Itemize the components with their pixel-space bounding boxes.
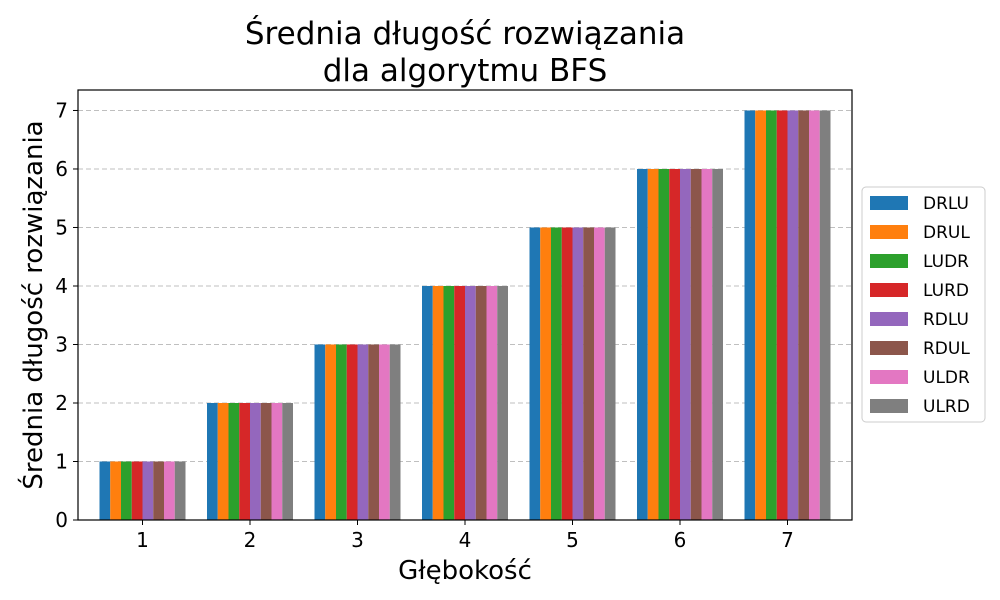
- bar-lurd-2: [239, 402, 250, 520]
- bar-ulrd-5: [604, 227, 616, 521]
- bar-rdlu-3: [357, 344, 369, 520]
- bar-drlu-2: [207, 402, 218, 520]
- bar-ulrd-7: [819, 110, 831, 520]
- bar-lurd-1: [131, 461, 143, 520]
- bar-lurd-7: [776, 110, 788, 520]
- bar-rdlu-2: [250, 402, 261, 520]
- x-tick-label: 1: [136, 528, 149, 552]
- bar-drlu-5: [529, 227, 541, 521]
- legend-label-rdlu: RDLU: [923, 310, 969, 330]
- bar-ludr-3: [336, 344, 347, 520]
- bar-uldr-6: [701, 168, 713, 520]
- x-tick-label: 6: [674, 528, 687, 552]
- bar-drlu-3: [314, 344, 326, 520]
- legend: DRLU DRUL LUDR LURD RDLU RDUL ULDR ULRD: [861, 186, 986, 423]
- bar-rdlu-7: [787, 110, 799, 520]
- bar-drul-2: [217, 402, 229, 520]
- bar-rdul-6: [690, 168, 702, 520]
- chart-title-line-2: dla algorytmu BFS: [323, 53, 608, 89]
- legend-frame: [861, 186, 986, 423]
- x-tick-label: 7: [781, 528, 794, 552]
- bar-drul-4: [432, 285, 444, 520]
- bar-rdul-3: [368, 344, 379, 520]
- bar-rdlu-6: [680, 168, 691, 520]
- bar-ulrd-2: [282, 402, 293, 520]
- y-tick-label: 2: [55, 391, 68, 415]
- y-tick-label: 4: [55, 274, 68, 298]
- bars: [99, 110, 831, 521]
- x-axis-label: Głębokość: [398, 556, 532, 586]
- legend-label-rdul: RDUL: [923, 339, 970, 359]
- y-tick-label: 7: [55, 98, 68, 122]
- bar-rdul-7: [798, 110, 809, 520]
- legend-swatch-uldr: [870, 370, 908, 384]
- bar-drlu-7: [744, 110, 756, 520]
- legend-label-drlu: DRLU: [923, 194, 969, 214]
- bar-lurd-6: [669, 168, 680, 520]
- legend-label-lurd: LURD: [923, 281, 969, 301]
- bar-lurd-4: [454, 285, 465, 520]
- chart-title-line-1: Średnia długość rozwiązania: [245, 15, 685, 52]
- legend-label-ulrd: ULRD: [923, 397, 970, 417]
- legend-label-ludr: LUDR: [923, 252, 969, 272]
- bar-ulrd-3: [389, 344, 401, 520]
- legend-swatch-rdlu: [870, 312, 908, 326]
- bar-ludr-7: [766, 110, 777, 520]
- bar-lurd-3: [346, 344, 358, 520]
- bar-drul-6: [647, 168, 659, 520]
- bar-ulrd-6: [712, 168, 723, 520]
- x-tick-label: 3: [351, 528, 364, 552]
- legend-swatch-lurd: [870, 283, 908, 297]
- legend-swatch-rdul: [870, 341, 908, 355]
- bar-drul-1: [110, 461, 121, 520]
- legend-label-drul: DRUL: [923, 223, 970, 243]
- bar-drlu-6: [637, 168, 648, 520]
- x-tick-label: 2: [244, 528, 257, 552]
- bar-drul-7: [755, 110, 766, 520]
- bar-rdul-4: [475, 285, 487, 520]
- bar-uldr-4: [486, 285, 498, 520]
- y-tick-label: 3: [55, 332, 68, 356]
- x-axis-ticks: 1 2 3 4 5 6 7: [136, 520, 794, 552]
- bar-ludr-2: [228, 402, 240, 520]
- bar-uldr-5: [594, 227, 605, 521]
- bar-drul-5: [540, 227, 551, 521]
- y-tick-label: 5: [55, 215, 68, 239]
- bar-ludr-1: [121, 461, 132, 520]
- bar-uldr-2: [271, 402, 283, 520]
- bar-uldr-3: [379, 344, 390, 520]
- legend-label-uldr: ULDR: [923, 368, 970, 388]
- x-tick-label: 5: [566, 528, 579, 552]
- bar-uldr-7: [809, 110, 820, 520]
- bar-rdlu-1: [142, 461, 154, 520]
- y-axis-ticks: 0 1 2 3 4 5 6 7: [55, 98, 78, 532]
- bar-drlu-1: [99, 461, 111, 520]
- bar-drul-3: [325, 344, 336, 520]
- bar-lurd-5: [561, 227, 573, 521]
- legend-swatch-ulrd: [870, 399, 908, 413]
- bar-ulrd-1: [174, 461, 186, 520]
- y-axis-label: Średnia długość rozwiązania: [17, 120, 49, 489]
- bar-rdul-5: [583, 227, 594, 521]
- legend-swatch-drlu: [870, 196, 908, 210]
- bar-uldr-1: [164, 461, 175, 520]
- legend-swatch-drul: [870, 225, 908, 239]
- bar-rdlu-5: [572, 227, 584, 521]
- bar-rdul-2: [260, 402, 272, 520]
- bar-ludr-5: [551, 227, 562, 521]
- bar-rdul-1: [153, 461, 164, 520]
- y-tick-label: 0: [55, 508, 68, 532]
- bar-drlu-4: [422, 285, 433, 520]
- y-tick-label: 1: [55, 449, 68, 473]
- bar-ludr-4: [443, 285, 455, 520]
- x-tick-label: 4: [459, 528, 472, 552]
- bar-ludr-6: [658, 168, 670, 520]
- legend-swatch-ludr: [870, 254, 908, 268]
- bar-ulrd-4: [497, 285, 508, 520]
- y-tick-label: 6: [55, 157, 68, 181]
- bar-rdlu-4: [465, 285, 476, 520]
